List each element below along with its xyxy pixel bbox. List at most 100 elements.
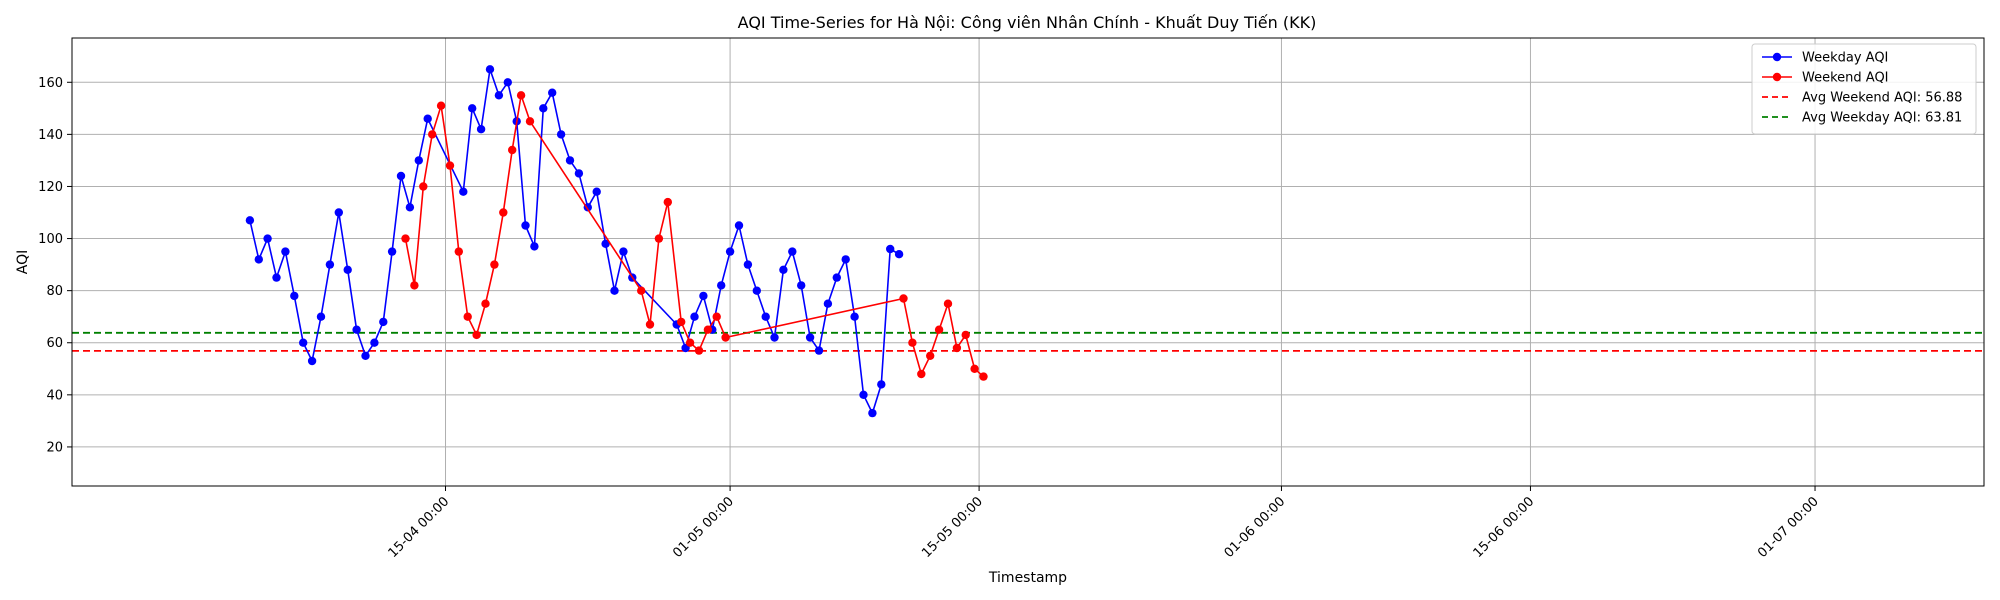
data-point [463,312,472,321]
data-point [712,312,721,321]
data-point [926,351,935,360]
legend: Weekday AQI Weekend AQI Avg Weekend AQI: 5… [1751,43,1977,135]
data-point [490,260,499,269]
data-point [970,364,979,373]
y-tick-label: 120 [38,180,63,195]
data-point [592,187,601,196]
y-tick-label: 160 [38,76,63,91]
data-point [868,408,877,418]
data-point [419,182,428,191]
y-tick-label: 140 [38,128,63,143]
y-tick-label: 80 [46,284,63,299]
plot-area-frame [71,37,1985,487]
y-tick-label: 100 [38,232,63,247]
data-point [677,317,686,327]
data-point [361,351,370,360]
data-point [850,312,859,321]
grid-lines [72,38,1984,486]
data-point [788,247,797,256]
data-point [717,281,726,290]
data-point [934,325,944,334]
data-point [472,330,481,340]
data-point [645,320,655,329]
data-point [436,101,446,110]
legend-box [1751,43,1977,135]
data-point [459,187,468,196]
data-point [414,156,423,165]
data-point [334,208,343,217]
data-point [725,247,735,256]
legend-label: Avg Weekday AQI: 63.81 [1802,111,1962,126]
data-point [823,299,833,308]
data-point [521,221,530,230]
data-point [307,356,317,366]
data-point [565,156,575,165]
data-point [743,260,753,269]
data-point [508,145,517,155]
data-point [797,281,806,290]
data-point [428,130,437,139]
data-point [943,299,953,308]
data-point [610,286,619,295]
data-point [752,286,761,295]
data-point [423,114,432,123]
data-point [387,247,397,256]
data-point [370,338,379,347]
data-point [694,346,704,355]
data-point [410,281,419,290]
legend-label: Weekend AQI [1802,71,1889,86]
data-point [481,299,490,308]
legend-marker [1772,52,1782,62]
data-point [556,130,566,139]
data-point [952,343,962,353]
data-point [917,369,926,379]
data-point [468,104,477,113]
data-point [494,91,504,100]
data-point [654,234,664,243]
data-point [814,346,824,355]
data-series [245,65,988,418]
data-point [525,117,535,126]
data-point [841,255,850,264]
data-point [832,273,841,282]
data-point [699,291,708,301]
data-point [476,125,486,134]
y-tick-label: 60 [46,336,63,351]
data-point [779,265,788,274]
data-point [445,161,455,170]
data-point [379,317,388,327]
data-point [272,273,281,282]
data-point [690,312,699,321]
data-point [894,250,904,259]
data-point [254,255,263,264]
data-point [396,171,406,181]
x-axis-label: Timestamp [988,570,1067,586]
data-point [886,244,895,254]
data-point [325,260,335,269]
data-point [761,312,770,321]
data-point [805,333,815,342]
data-point [516,91,526,100]
data-point [908,338,917,347]
legend-marker [1772,72,1782,82]
data-point [290,291,299,301]
data-point [352,325,361,334]
legend-entry: Avg Weekday AQI: 63.81 [1762,111,1962,126]
data-point [859,390,868,399]
data-point [343,265,352,274]
data-point [770,333,779,342]
y-tick-label: 20 [46,440,63,455]
data-point [574,169,584,178]
data-point [548,88,557,97]
chart-title: AQI Time-Series for Hà Nội: Công viên Nh… [738,13,1317,32]
data-point [405,203,415,212]
data-point [401,234,410,243]
data-point [877,380,886,389]
data-point [281,247,290,256]
legend-label: Avg Weekend AQI: 56.88 [1802,91,1962,106]
legend-entry: Avg Weekend AQI: 56.88 [1762,91,1962,106]
data-point [299,338,308,347]
data-point [685,338,695,347]
data-point [601,239,610,248]
series-weekend [401,91,988,381]
